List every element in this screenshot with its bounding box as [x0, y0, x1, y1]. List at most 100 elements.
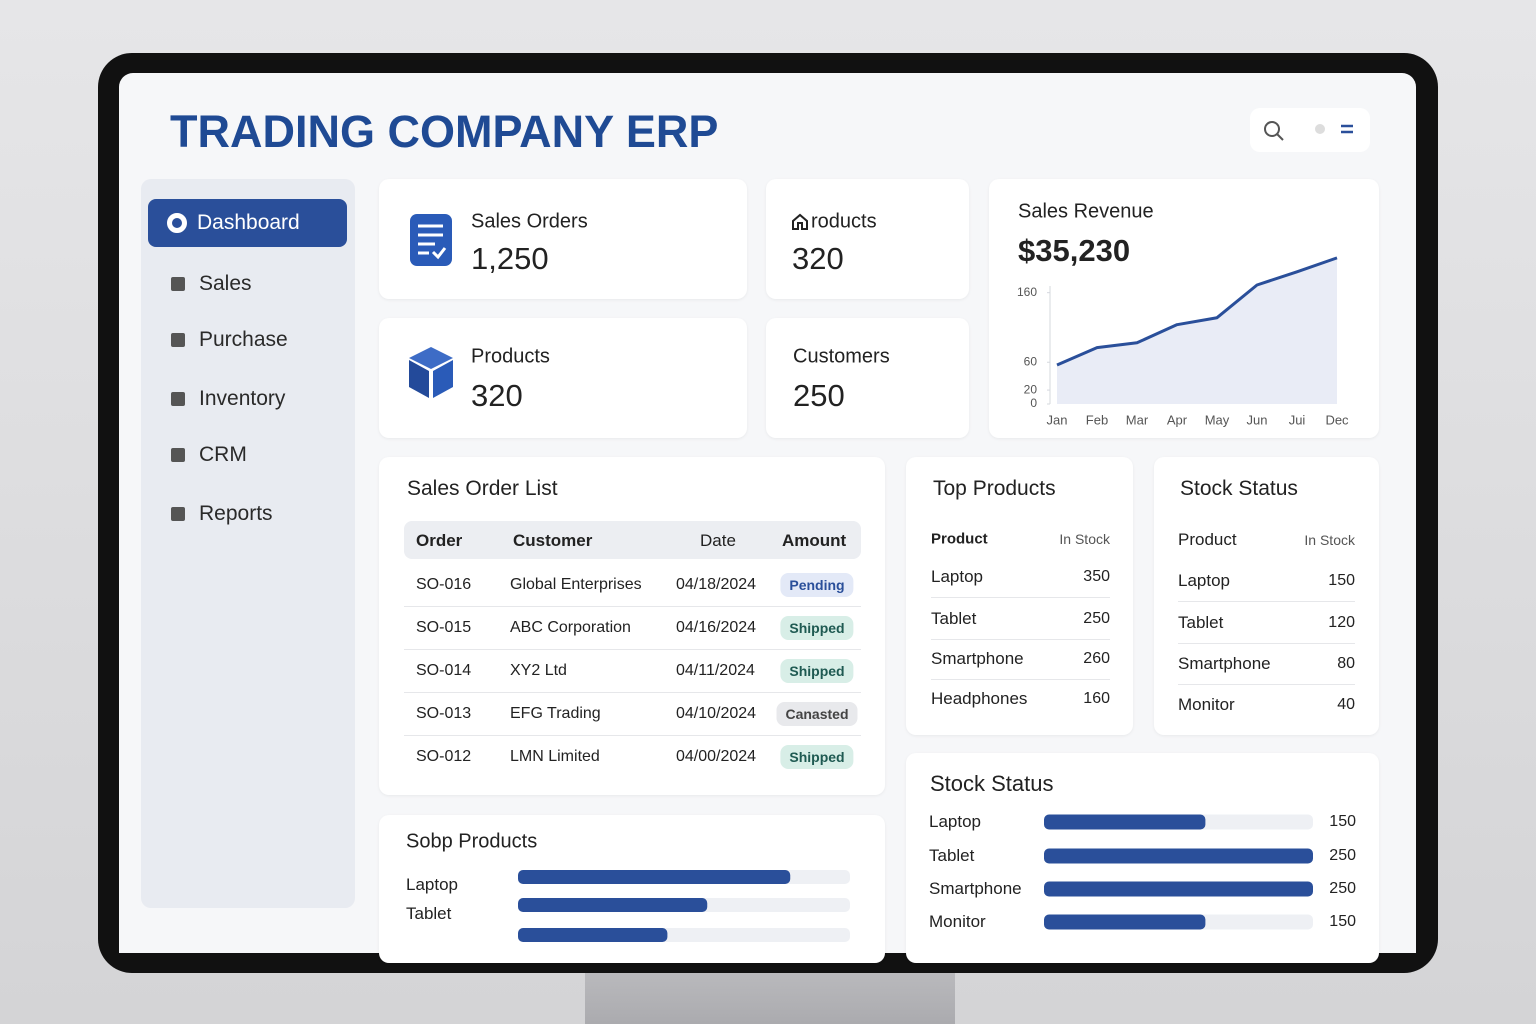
table-cell: Tablet — [931, 609, 977, 628]
table-cell: 260 — [1083, 650, 1110, 667]
column-header: Date — [700, 531, 736, 550]
row-divider — [931, 679, 1110, 680]
table-cell: Smartphone — [1178, 654, 1271, 673]
nav-item[interactable]: Reports — [199, 502, 273, 525]
row-divider — [1178, 643, 1355, 644]
bar-value: 250 — [1329, 847, 1356, 864]
order-header-row — [404, 521, 861, 559]
table-cell: Laptop — [931, 567, 983, 586]
bar-value: 150 — [1329, 913, 1356, 930]
bar — [518, 898, 708, 912]
column-header: Product — [1178, 530, 1237, 549]
line — [1056, 256, 1338, 367]
table-cell: 160 — [1083, 690, 1110, 707]
chart-title: Stock Status — [930, 771, 1054, 796]
nav-icon — [171, 333, 185, 347]
nav-icon — [171, 392, 185, 406]
nav-icon — [167, 213, 187, 233]
x-tick-label: Feb — [1086, 412, 1108, 427]
kpi-value: 320 — [471, 378, 523, 413]
nav-icon — [171, 448, 185, 462]
nav-item[interactable]: Inventory — [199, 387, 286, 410]
app-title: TRADING COMPANY ERP — [170, 106, 719, 157]
kpi-value: 1,250 — [471, 241, 549, 276]
kpi-label: Sales Orders — [471, 210, 588, 233]
home-icon — [792, 213, 808, 230]
order-cell: EFG Trading — [510, 705, 601, 722]
bar — [1044, 881, 1313, 897]
kpi-label: Customers — [793, 345, 890, 368]
order-cell: SO-015 — [416, 619, 472, 636]
row-divider — [931, 597, 1110, 598]
card-title: Top Products — [933, 477, 1056, 500]
nav-item[interactable]: Purchase — [199, 328, 288, 351]
bar-label: Laptop — [929, 812, 981, 831]
nav-icon — [171, 507, 185, 521]
order-cell: 04/10/2024 — [676, 705, 757, 722]
kpi-label: roducts — [811, 210, 877, 233]
y-tick-label: 60 — [1024, 354, 1038, 368]
row-divider — [404, 735, 861, 736]
bar-label: Monitor — [929, 912, 986, 931]
table-cell: 250 — [1083, 610, 1110, 627]
column-header: Customer — [513, 531, 593, 550]
table-cell: Monitor — [1178, 695, 1235, 714]
doc-icon — [410, 214, 452, 266]
kpi-value: 320 — [792, 241, 844, 276]
column-header: In Stock — [1304, 532, 1355, 548]
row-divider — [1178, 601, 1355, 602]
table-cell: Headphones — [931, 689, 1028, 708]
nav-item[interactable]: CRM — [199, 443, 247, 466]
table-card — [1154, 457, 1379, 735]
order-cell: SO-012 — [416, 748, 472, 765]
bar-label: Tablet — [929, 846, 975, 865]
x-tick-label: Dec — [1325, 412, 1349, 427]
chart-title: Sobp Products — [406, 830, 538, 853]
area — [1057, 257, 1337, 404]
column-header: Product — [931, 530, 988, 548]
bar-value: 150 — [1329, 813, 1356, 830]
kpi-value: 250 — [793, 378, 845, 413]
row-divider — [931, 639, 1110, 640]
column-header: Order — [416, 531, 463, 550]
sidebar — [141, 179, 355, 908]
order-cell: Global Enterprises — [510, 576, 642, 593]
nav-icon — [171, 277, 185, 291]
order-cell: SO-016 — [416, 576, 472, 593]
chart-title: Sales Revenue — [1018, 200, 1154, 223]
bar-label: Tablet — [406, 904, 452, 923]
kpi-card — [766, 318, 969, 438]
search-box[interactable] — [1250, 108, 1370, 152]
x-tick-label: Mar — [1126, 412, 1149, 427]
bar — [1044, 848, 1313, 864]
bar-label: Smartphone — [929, 879, 1022, 898]
column-header: Amount — [782, 531, 847, 550]
order-cell: XY2 Ltd — [510, 662, 567, 679]
table-cell: 150 — [1328, 572, 1355, 589]
bar-label: Laptop — [406, 875, 458, 894]
x-tick-label: Jan — [1047, 412, 1068, 427]
table-card — [906, 457, 1133, 735]
row-divider — [404, 649, 861, 650]
search-icon[interactable] — [1262, 118, 1362, 142]
table-cell: Smartphone — [931, 649, 1024, 668]
order-cell: ABC Corporation — [510, 619, 631, 636]
bar — [518, 870, 791, 884]
row-divider — [404, 692, 861, 693]
cube-icon — [409, 347, 453, 398]
y-tick-label: 160 — [1017, 285, 1037, 299]
x-tick-label: Jui — [1289, 412, 1306, 427]
x-tick-label: Jun — [1247, 412, 1268, 427]
order-cell: SO-014 — [416, 662, 472, 679]
row-divider — [1178, 684, 1355, 685]
nav-item[interactable]: Dashboard — [197, 211, 300, 234]
chart-total: $35,230 — [1018, 233, 1131, 268]
bar — [518, 928, 668, 942]
table-cell: 80 — [1337, 655, 1355, 672]
table-cell: 120 — [1328, 614, 1355, 631]
status-badge: Shipped — [780, 616, 854, 640]
status-badge: Shipped — [780, 659, 854, 683]
status-badge: Canasted — [776, 702, 858, 726]
nav-item[interactable]: Sales — [199, 272, 252, 295]
